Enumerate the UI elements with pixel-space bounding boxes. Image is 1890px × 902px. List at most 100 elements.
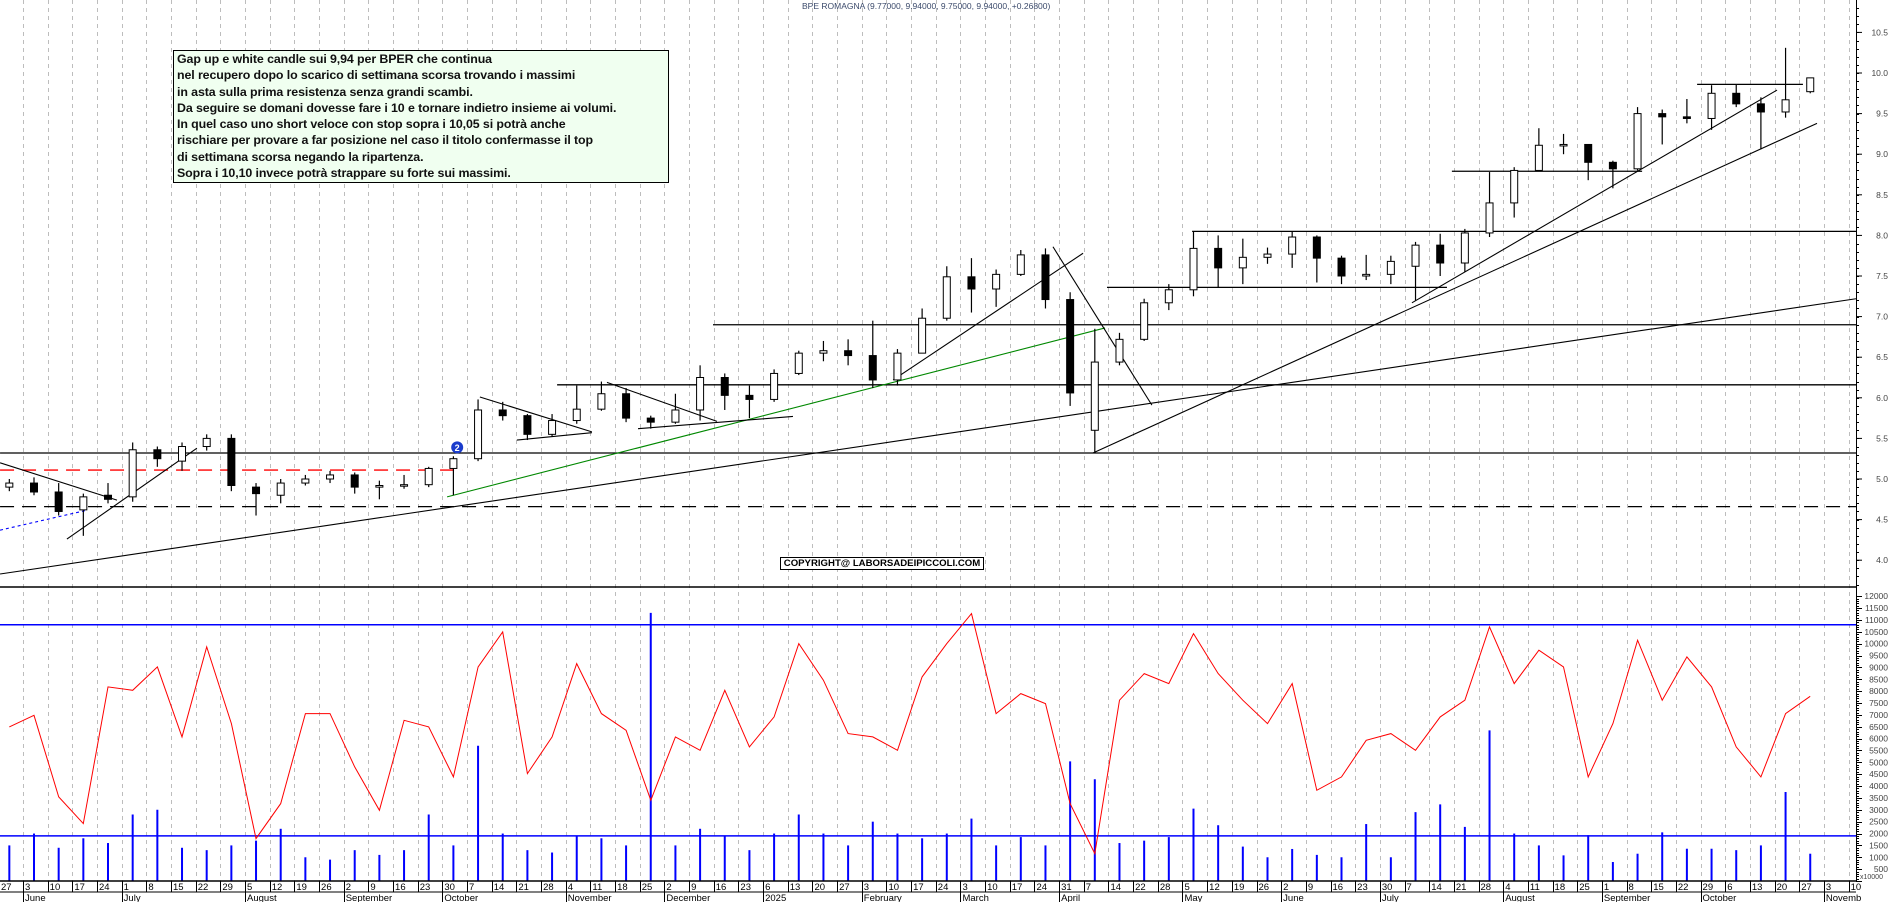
marker-label: 2 [455,443,460,453]
candle-down [1756,103,1765,113]
day-label: 12 [272,882,283,893]
day-label: 20 [814,882,825,893]
candle-up [1189,247,1198,291]
day-label: 30 [444,882,455,893]
price-tick-label: 5.0 [1876,474,1888,484]
day-label: 15 [173,882,184,893]
day-label: 28 [1160,882,1171,893]
day-label: 17 [74,882,85,893]
trendline [606,381,718,422]
day-label: 14 [1431,882,1442,893]
trendline [892,252,1084,381]
candle-up [178,446,187,462]
month-label: Novemb [1826,893,1861,902]
candle-up [474,409,483,460]
trendline [0,298,1857,575]
day-label: 21 [1456,882,1467,893]
candles [5,47,1815,536]
note-line: In quel caso uno short veloce con stop s… [177,117,566,132]
price-tick-label: 4.5 [1876,515,1888,525]
price-tick-label: 9.0 [1876,149,1888,159]
month-label: June [1283,893,1304,902]
oscillator-tick-label: 12000 [1864,591,1888,601]
day-label: 24 [1036,882,1047,893]
candle-down [967,276,976,290]
month-label: May [1184,893,1202,902]
candle-up [449,458,458,469]
candle-down [54,491,63,512]
price-tick-label: 7.0 [1876,312,1888,322]
price-tick-label: 8.5 [1876,190,1888,200]
candle-down [720,377,729,396]
note-line: Sopra i 10,10 invece potrà strappare su … [177,166,511,181]
day-label: 17 [1012,882,1023,893]
candle-up [202,437,211,448]
month-label: March [962,893,988,902]
candle-up [1534,144,1543,171]
oscillator-tick-label: 8000 [1869,686,1888,696]
candle-down [1066,299,1075,394]
oscillator-reference-lines [0,623,1856,837]
day-label: 27 [839,882,850,893]
day-label: 13 [1752,882,1763,893]
candle-up [5,482,14,488]
day-label: 22 [1678,882,1689,893]
marker-circle [451,441,464,454]
candle-up [671,409,680,423]
candle-up [1362,273,1371,277]
trendline [516,432,592,441]
price-tick-label: 10.0 [1871,68,1888,78]
price-axis: 4.0 4.5 5.0 5.5 6.0 6.5 7.0 7.5 8.0 8.5 9.0 9.5 10.0… [1856,8,1888,586]
day-label: 10 [50,882,61,893]
candle-up [572,408,581,422]
day-label: 7 [469,882,474,893]
day-label: 30 [1382,882,1393,893]
day-label: 5 [247,882,252,893]
trendline [1411,89,1778,304]
price-tick-label: 6.0 [1876,393,1888,403]
day-label: 29 [222,882,233,893]
price-tick-label: 10.5 [1871,27,1888,37]
month-label: June [25,893,46,902]
day-label: 3 [1826,882,1831,893]
day-label: 10 [888,882,899,893]
candle-up [1460,232,1469,264]
event-marker[interactable]: 2 [451,441,464,454]
oscillator-tick-label: 1500 [1869,840,1888,850]
month-label: September [1604,893,1650,902]
candle-down [1337,257,1346,277]
candle-up [1559,143,1568,147]
candle-down [1682,116,1691,119]
oscillator-tick-label: 3500 [1869,793,1888,803]
day-label: 21 [518,882,529,893]
candle-down [30,482,38,493]
oscillator-tick-label: 6000 [1869,734,1888,744]
oscillator-tick-label: 11500 [1865,603,1888,613]
oscillator-tick-label: 10000 [1864,639,1888,649]
candle-up [1707,92,1716,119]
day-label: 29 [1703,882,1714,893]
candle-down [523,415,532,435]
month-label: October [444,893,478,902]
candle-up [819,350,828,354]
candle-down [1658,113,1667,118]
day-label: 2 [346,882,351,893]
candle-down [745,394,754,400]
oscillator-tick-label: 7000 [1869,710,1888,720]
candle-down [350,474,359,488]
day-label: 27 [1801,882,1812,893]
day-label: 11 [592,882,602,893]
day-label: 3 [25,882,30,893]
oscillator-line [9,612,1811,856]
trendline [0,462,118,501]
horizontal-levels [0,83,1856,508]
day-label: 24 [99,882,110,893]
day-label: 8 [1629,882,1634,893]
day-label: 23 [740,882,751,893]
day-label: 9 [370,882,375,893]
trendline [637,415,793,430]
day-label: 16 [395,882,406,893]
note-line: nel recupero dopo lo scarico di settiman… [177,68,576,83]
note-line: Da seguire se domani dovesse fare i 10 e… [177,100,617,115]
candle-up [424,467,433,486]
